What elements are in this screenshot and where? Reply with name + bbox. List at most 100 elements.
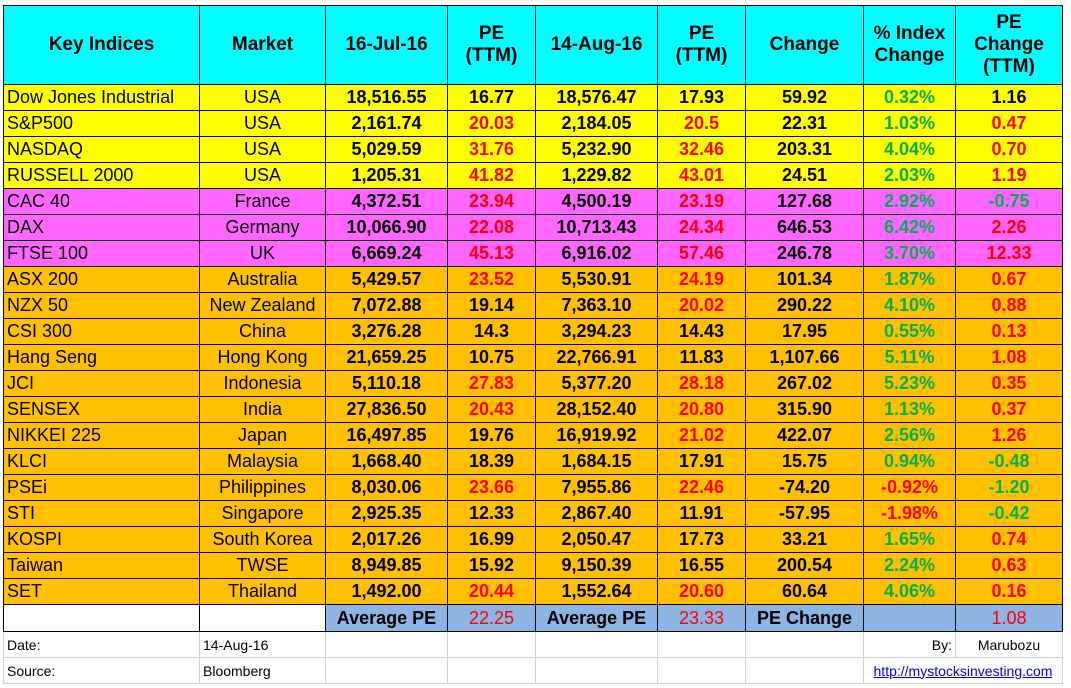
pe-16-jul-cell: 20.44: [447, 578, 536, 605]
pe-14-aug-cell: 24.19: [657, 266, 746, 293]
index-change-cell: 101.34: [745, 266, 864, 293]
pe-16-jul-cell: 16.77: [447, 84, 536, 111]
pe-change-cell: 1.26: [955, 422, 1063, 449]
pe-change-cell: 1.16: [955, 84, 1063, 111]
value-16-jul-cell: 21,659.25: [325, 344, 448, 371]
index-name-cell: RUSSELL 2000: [3, 162, 200, 189]
pe-14-aug-cell: 24.34: [657, 214, 746, 241]
table-row: Hang Seng Hong Kong 21,659.25 10.75 22,766.9…: [3, 344, 1063, 371]
value-16-jul-cell: 10,066.90: [325, 214, 448, 241]
average-pe-label-2: Average PE: [535, 604, 658, 632]
pe-change-cell: 1.19: [955, 162, 1063, 189]
pe-14-aug-cell: 17.91: [657, 448, 746, 475]
index-change-cell: 200.54: [745, 552, 864, 579]
pe-14-aug-cell: 11.83: [657, 344, 746, 371]
pct-change-cell: 2.92%: [863, 188, 956, 215]
pe-16-jul-cell: 12.33: [447, 500, 536, 527]
index-change-cell: 17.95: [745, 318, 864, 345]
header-pe-1: PE (TTM): [447, 5, 536, 85]
pe-14-aug-cell: 20.60: [657, 578, 746, 605]
value-14-aug-cell: 2,184.05: [535, 110, 658, 137]
header-pct-change: % Index Change: [863, 5, 956, 85]
date-value: 14-Aug-16: [199, 631, 326, 658]
pe-change-cell: 0.88: [955, 292, 1063, 319]
pct-change-cell: 1.87%: [863, 266, 956, 293]
pe-14-aug-cell: 17.73: [657, 526, 746, 553]
value-14-aug-cell: 5,377.20: [535, 370, 658, 397]
pe-16-jul-cell: 45.13: [447, 240, 536, 267]
pe-change-cell: -0.48: [955, 448, 1063, 475]
index-name-cell: ASX 200: [3, 266, 200, 293]
pe-14-aug-cell: 23.19: [657, 188, 746, 215]
pe-14-aug-cell: 20.80: [657, 396, 746, 423]
market-cell: China: [199, 318, 326, 345]
source-label: Source:: [3, 657, 200, 684]
index-change-cell: 60.64: [745, 578, 864, 605]
pe-change-cell: 0.35: [955, 370, 1063, 397]
index-change-cell: 24.51: [745, 162, 864, 189]
value-14-aug-cell: 16,919.92: [535, 422, 658, 449]
value-16-jul-cell: 2,017.26: [325, 526, 448, 553]
empty-cell: [535, 631, 658, 658]
value-16-jul-cell: 6,669.24: [325, 240, 448, 267]
pe-14-aug-cell: 22.46: [657, 474, 746, 501]
market-cell: Philippines: [199, 474, 326, 501]
pct-change-cell: 0.32%: [863, 84, 956, 111]
market-cell: USA: [199, 162, 326, 189]
pe-change-cell: 2.26: [955, 214, 1063, 241]
market-cell: Malaysia: [199, 448, 326, 475]
index-change-cell: 315.90: [745, 396, 864, 423]
value-16-jul-cell: 16,497.85: [325, 422, 448, 449]
value-14-aug-cell: 28,152.40: [535, 396, 658, 423]
value-14-aug-cell: 7,363.10: [535, 292, 658, 319]
pe-14-aug-cell: 20.5: [657, 110, 746, 137]
market-cell: France: [199, 188, 326, 215]
header-date-2: 14-Aug-16: [535, 5, 658, 85]
pe-14-aug-cell: 43.01: [657, 162, 746, 189]
average-row: Average PE 22.25 Average PE 23.33 PE Cha…: [3, 604, 1063, 632]
pe-16-jul-cell: 19.14: [447, 292, 536, 319]
pe-16-jul-cell: 23.66: [447, 474, 536, 501]
index-change-cell: 59.92: [745, 84, 864, 111]
value-16-jul-cell: 1,205.31: [325, 162, 448, 189]
blank-blue-cell: [863, 604, 956, 632]
value-14-aug-cell: 18,576.47: [535, 84, 658, 111]
pe-16-jul-cell: 41.82: [447, 162, 536, 189]
pe-change-cell: 0.37: [955, 396, 1063, 423]
value-16-jul-cell: 2,161.74: [325, 110, 448, 137]
table-row: Taiwan TWSE 8,949.85 15.92 9,150.39 16.55 200.…: [3, 552, 1063, 579]
table-row: CAC 40 France 4,372.51 23.94 4,500.19 23.19 12…: [3, 188, 1063, 215]
market-cell: Germany: [199, 214, 326, 241]
table-row: FTSE 100 UK 6,669.24 45.13 6,916.02 57.46 246.…: [3, 240, 1063, 267]
pct-change-cell: 4.04%: [863, 136, 956, 163]
table-row: KLCI Malaysia 1,668.40 18.39 1,684.15 17.91 15…: [3, 448, 1063, 475]
value-14-aug-cell: 22,766.91: [535, 344, 658, 371]
pe-16-jul-cell: 10.75: [447, 344, 536, 371]
table-row: PSEi Philippines 8,030.06 23.66 7,955.86 22.4…: [3, 474, 1063, 501]
value-14-aug-cell: 2,050.47: [535, 526, 658, 553]
pe-14-aug-cell: 21.02: [657, 422, 746, 449]
empty-cell: [325, 631, 448, 658]
index-name-cell: DAX: [3, 214, 200, 241]
index-change-cell: -57.95: [745, 500, 864, 527]
source-value: Bloomberg: [199, 657, 326, 684]
value-14-aug-cell: 1,684.15: [535, 448, 658, 475]
table-row: NASDAQ USA 5,029.59 31.76 5,232.90 32.46 203.3…: [3, 136, 1063, 163]
index-name-cell: Dow Jones Industrial: [3, 84, 200, 111]
pe-change-cell: 1.08: [955, 344, 1063, 371]
market-cell: USA: [199, 136, 326, 163]
index-name-cell: Hang Seng: [3, 344, 200, 371]
pe-change-cell: 0.47: [955, 110, 1063, 137]
footer-row-1: Date: 14-Aug-16 By: Marubozu: [3, 631, 1063, 658]
index-change-cell: 267.02: [745, 370, 864, 397]
website-link[interactable]: http://mystocksinvesting.com: [863, 657, 1063, 684]
value-16-jul-cell: 2,925.35: [325, 500, 448, 527]
table-row: CSI 300 China 3,276.28 14.3 3,294.23 14.43 17.…: [3, 318, 1063, 345]
pe-16-jul-cell: 31.76: [447, 136, 536, 163]
empty-cell: [657, 631, 746, 658]
footer-row-2: Source: Bloomberg http://mystocksinvesti…: [3, 657, 1063, 684]
pe-change-value: 1.08: [955, 604, 1063, 632]
index-name-cell: KLCI: [3, 448, 200, 475]
header-market: Market: [199, 5, 326, 85]
